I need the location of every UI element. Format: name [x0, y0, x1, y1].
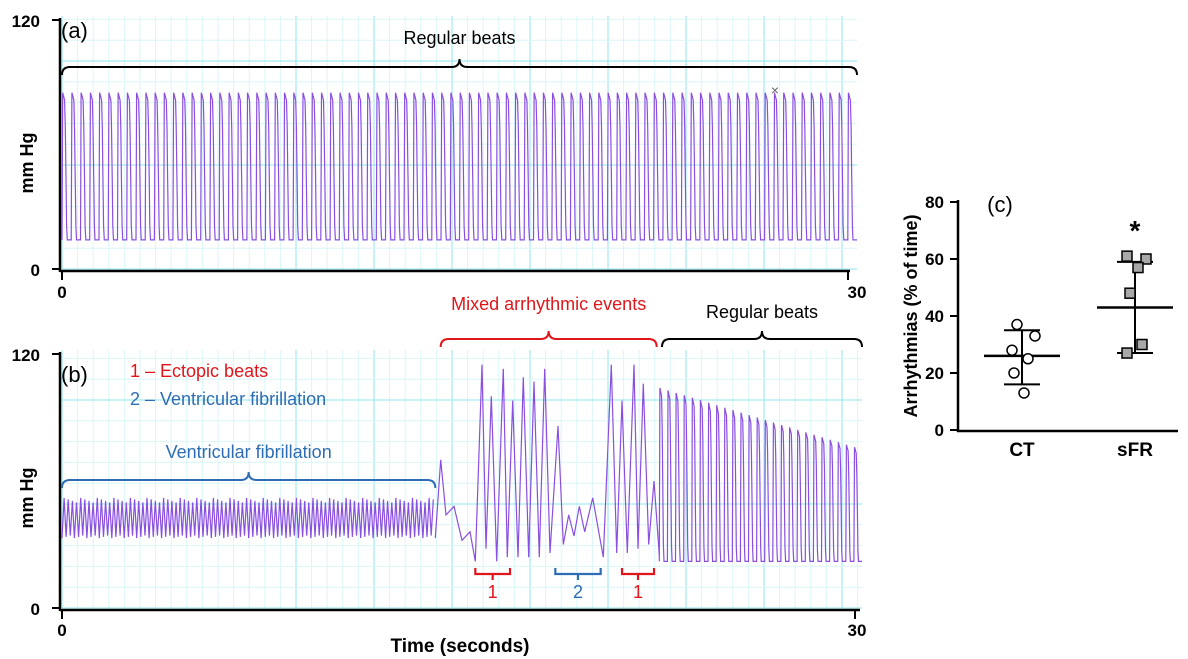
x-tick-label-min-a: 0 [57, 283, 66, 302]
y-tick-label-c: 60 [925, 250, 944, 269]
y-tick-label-c: 0 [935, 421, 944, 440]
pressure-trace-b-regular [658, 387, 862, 562]
scatter-points-c [984, 250, 1173, 399]
trace-b [61, 364, 862, 562]
y-tick-label-min-a: 0 [31, 261, 40, 280]
grid-b [61, 350, 862, 609]
x-tick-label-min-b: 0 [57, 621, 66, 640]
event-label-fibrillation-2: 2 [573, 582, 583, 602]
y-tick-label-c: 20 [925, 364, 944, 383]
y-tick-label-min-b: 0 [31, 600, 40, 619]
point-sfr [1121, 250, 1133, 262]
x-axis-label-b: Time (seconds) [390, 636, 529, 657]
y-axis-label-c: Arrhythmias (% of time) [901, 214, 921, 417]
regular-beats-brace-b [661, 330, 863, 348]
point-sfr [1124, 287, 1136, 299]
regular-beats-label-b: Regular beats [706, 302, 818, 322]
pressure-trace-a [61, 92, 857, 241]
pressure-trace-b-fibrillation [61, 497, 434, 539]
event-label-ectopic-1: 1 [488, 582, 498, 602]
point-ct [1011, 318, 1023, 331]
point-ct [1006, 344, 1018, 356]
regular-beats-brace-a [61, 58, 858, 76]
y-tick-label-c: 80 [925, 193, 944, 212]
y-ticks-c: 0 20 40 60 80 [925, 193, 958, 440]
y-axis-label-b: mm Hg [17, 467, 37, 528]
trace-a [61, 92, 857, 241]
panel-a: 120 0 0 30 mm Hg (a) Regular beats × [12, 12, 867, 302]
mixed-events-label: Mixed arrhythmic events [451, 294, 646, 314]
grid-a [61, 16, 857, 270]
y-axis-label-a: mm Hg [17, 132, 37, 193]
y-tick-label-c: 40 [925, 307, 944, 326]
legend-ectopic-beats: 1 – Ectopic beats [130, 361, 268, 381]
ventricular-fibrillation-brace [61, 471, 437, 489]
x-tick-label-max-a: 30 [848, 283, 867, 302]
x-tick-label-max-b: 30 [848, 621, 867, 640]
event-marker-ectopic-3 [620, 568, 656, 580]
category-label-sfr: sFR [1117, 440, 1153, 461]
regular-beats-label-a: Regular beats [403, 28, 515, 48]
point-sfr [1132, 261, 1144, 274]
y-tick-label-max-b: 120 [12, 346, 40, 365]
panel-c: 0 20 40 60 80 Arrhythmias (% of time) (c) CT… [901, 192, 1178, 461]
event-marker-ectopic-1 [474, 568, 512, 580]
panel-b: 120 0 0 30 mm Hg Time (seconds) (b) 1 – … [12, 294, 867, 657]
legend-ventricular-fibrillation: 2 – Ventricular fibrillation [130, 389, 326, 409]
significance-marker: * [1130, 215, 1141, 246]
event-marker-fibrillation-2 [554, 568, 602, 580]
ventricular-fibrillation-label: Ventricular fibrillation [166, 442, 332, 462]
category-label-ct: CT [1009, 440, 1035, 461]
point-ct [1018, 387, 1030, 399]
cursor-marker-a: × [771, 82, 779, 98]
panel-label-b: (b) [61, 362, 88, 387]
point-ct [1029, 330, 1041, 342]
point-sfr [1140, 253, 1152, 265]
mixed-events-brace [439, 330, 658, 348]
point-sfr [1121, 347, 1133, 359]
panel-label-c: (c) [987, 192, 1013, 217]
y-tick-label-max-a: 120 [12, 12, 40, 31]
event-label-ectopic-3: 1 [633, 582, 643, 602]
pressure-trace-b-mixed [434, 364, 660, 562]
point-sfr [1136, 338, 1148, 351]
panel-label-a: (a) [61, 18, 88, 43]
point-ct [1022, 353, 1034, 365]
point-ct [1008, 367, 1020, 379]
